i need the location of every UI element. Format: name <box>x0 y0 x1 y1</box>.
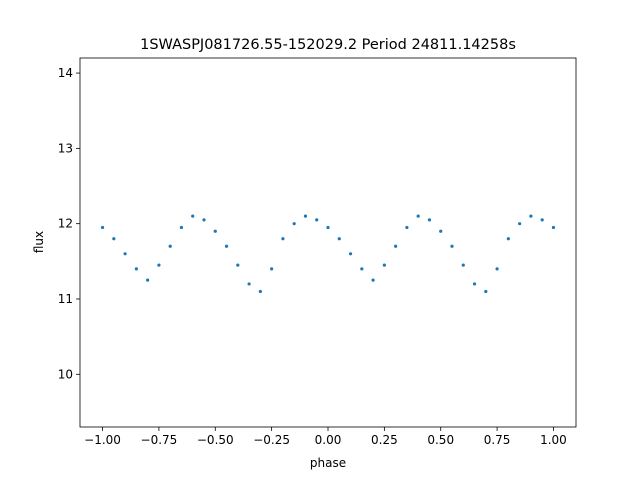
data-point <box>461 263 465 267</box>
data-point <box>348 252 353 256</box>
x-tick-label: 1.00 <box>540 433 567 447</box>
data-point <box>371 278 375 282</box>
plot-frame <box>79 57 577 428</box>
data-point <box>416 214 420 218</box>
data-point <box>518 222 522 226</box>
data-point <box>281 237 285 241</box>
data-point <box>134 267 138 271</box>
data-point <box>540 218 544 222</box>
data-point <box>100 225 105 230</box>
data-point <box>146 278 150 282</box>
y-axis-label: flux <box>32 231 46 253</box>
data-point <box>123 252 127 256</box>
data-point <box>382 263 386 267</box>
y-tick-label: 12 <box>58 217 73 231</box>
data-point <box>258 289 262 294</box>
data-point <box>337 237 341 241</box>
x-tick-label: −0.75 <box>141 433 178 447</box>
y-tick-label: 14 <box>58 66 73 80</box>
data-point <box>303 214 308 218</box>
data-point <box>292 222 296 226</box>
data-point <box>202 218 206 222</box>
data-point <box>315 218 319 222</box>
x-tick-label: 0.75 <box>484 433 511 447</box>
data-point <box>112 237 116 241</box>
x-tick-label: 0.00 <box>315 433 342 447</box>
x-axis-label: phase <box>310 456 346 470</box>
x-tick-label: 0.25 <box>371 433 398 447</box>
data-point <box>179 225 184 230</box>
data-point <box>157 263 161 267</box>
data-points <box>100 214 556 294</box>
data-point <box>247 282 251 286</box>
data-point <box>270 267 274 271</box>
data-point <box>551 225 556 230</box>
data-point <box>236 263 240 267</box>
y-tick-label: 10 <box>58 367 73 381</box>
data-point <box>394 244 398 248</box>
data-point <box>168 244 172 248</box>
y-axis: 10 11 12 13 14 <box>58 66 80 381</box>
y-tick-label: 13 <box>58 141 73 155</box>
data-point <box>450 244 454 248</box>
x-axis: −1.00 −0.75 −0.50 −0.25 0.00 0.25 0.50 0.75 1.00 <box>84 427 567 447</box>
data-point <box>360 267 364 271</box>
y-tick-label: 11 <box>58 292 73 306</box>
data-point <box>224 244 229 248</box>
data-point <box>191 214 195 218</box>
data-point <box>472 282 477 286</box>
data-point <box>506 237 510 241</box>
data-point <box>439 229 443 233</box>
data-point <box>213 229 217 233</box>
x-tick-label: −1.00 <box>84 433 121 447</box>
x-tick-label: 0.50 <box>427 433 454 447</box>
x-tick-label: −0.50 <box>197 433 234 447</box>
x-tick-label: −0.25 <box>253 433 290 447</box>
chart-title: 1SWASPJ081726.55-152029.2 Period 24811.1… <box>140 37 516 53</box>
data-point <box>326 225 330 230</box>
data-point <box>405 225 409 230</box>
data-point <box>484 289 488 294</box>
data-point <box>495 267 499 271</box>
data-point <box>529 214 533 218</box>
data-point <box>427 218 432 222</box>
